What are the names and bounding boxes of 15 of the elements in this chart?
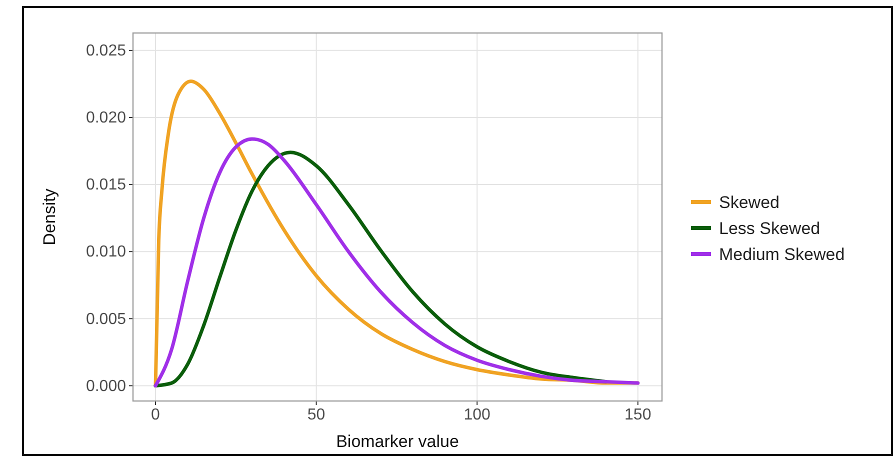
x-axis-title: Biomarker value xyxy=(336,432,459,451)
legend-label: Skewed xyxy=(719,193,780,212)
y-tick-label: 0.020 xyxy=(86,110,126,127)
x-tick-label: 100 xyxy=(464,406,491,424)
legend-label: Less Skewed xyxy=(719,219,820,238)
y-tick-label: 0.000 xyxy=(86,378,126,395)
x-tick-label: 150 xyxy=(624,406,652,424)
legend-label: Medium Skewed xyxy=(719,245,845,264)
x-tick-label: 50 xyxy=(307,406,326,424)
y-tick-label: 0.025 xyxy=(86,42,126,60)
x-tick-label: 0 xyxy=(151,406,160,424)
y-tick-label: 0.010 xyxy=(86,244,126,261)
y-axis-title: Density xyxy=(40,188,59,246)
y-tick-label: 0.005 xyxy=(86,310,126,328)
y-tick-label: 0.015 xyxy=(86,176,126,194)
